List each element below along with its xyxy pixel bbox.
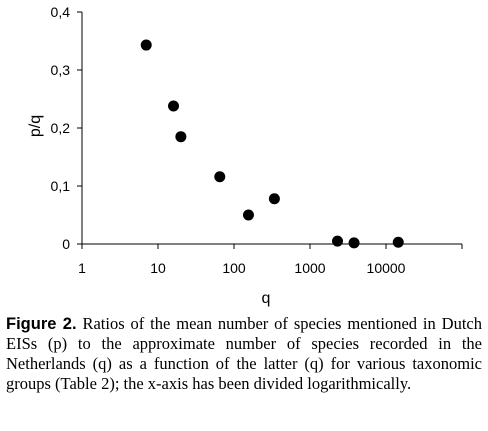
caption-label: Figure 2. xyxy=(6,315,77,333)
y-tick-label: 0,4 xyxy=(51,4,71,20)
data-points xyxy=(140,39,404,249)
data-point xyxy=(140,39,152,51)
x-axis-ticks: 1 10 100 1000 10000 xyxy=(78,244,463,276)
x-tick-label: 100 xyxy=(222,260,246,276)
x-axis-title: q xyxy=(262,290,271,307)
x-tick-label: 10 xyxy=(150,260,166,276)
data-point xyxy=(348,237,360,249)
y-axis-title: p/q xyxy=(27,115,44,137)
caption-text: Ratios of the mean number of species men… xyxy=(6,314,482,393)
data-point xyxy=(331,235,343,247)
y-tick-label: 0,2 xyxy=(51,120,71,136)
x-tick-label: 1 xyxy=(78,260,86,276)
y-tick-label: 0,3 xyxy=(51,62,71,78)
figure-caption: Figure 2. Ratios of the mean number of s… xyxy=(6,314,482,394)
data-point xyxy=(175,131,187,143)
data-point xyxy=(242,209,254,221)
y-axis-ticks: 0 0,1 0,2 0,3 0,4 xyxy=(51,4,82,252)
x-tick-label: 10000 xyxy=(367,260,406,276)
x-tick-label: 1000 xyxy=(294,260,325,276)
data-point xyxy=(214,171,226,183)
data-point xyxy=(168,100,180,112)
scatter-chart: 0 0,1 0,2 0,3 0,4 1 10 100 1000 10000 q p/q xyxy=(27,4,463,307)
y-tick-label: 0 xyxy=(62,236,70,252)
data-point xyxy=(268,193,280,205)
data-point xyxy=(392,236,404,248)
y-tick-label: 0,1 xyxy=(51,178,71,194)
